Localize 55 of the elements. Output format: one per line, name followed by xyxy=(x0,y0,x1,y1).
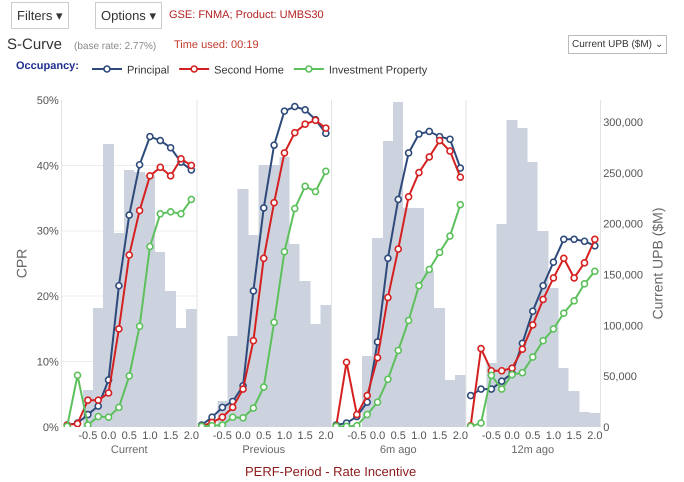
x-tick-label: 1.5 xyxy=(162,430,178,442)
x-tick-label: 1.0 xyxy=(546,430,562,442)
text: Options ▾ xyxy=(101,8,156,23)
x-tick-label: 1.5 xyxy=(432,430,448,442)
x-tick-label: 0.5 xyxy=(122,430,137,442)
y-tick-label: 40% xyxy=(36,160,60,172)
y2-axis-title: Current UPB ($M) xyxy=(649,207,666,320)
x-tick-label: 1.5 xyxy=(566,430,582,442)
x-tick-label: 0.0 xyxy=(370,430,386,442)
x-axis-title: 6m ago xyxy=(380,444,417,456)
y-tick-label: 30% xyxy=(36,226,60,238)
x-tick-label: 0.0 xyxy=(100,430,116,442)
y-tick-label: 10% xyxy=(36,356,60,368)
x-tick-label: 2.0 xyxy=(587,430,602,442)
x-tick-label: 0.5 xyxy=(390,430,406,442)
y-tick-label: 20% xyxy=(36,291,60,304)
x-tick-label: -0.5 xyxy=(482,430,501,442)
legend-label: Principal xyxy=(126,64,170,76)
x-axis-title: Previous xyxy=(242,444,286,456)
x-tick-label: -0.5 xyxy=(78,430,98,442)
text: PERF-Period - Rate Incentive xyxy=(245,464,416,479)
chart-subtitle: (base rate: 2.77%) xyxy=(74,41,156,52)
chart-title: S-Curve xyxy=(7,36,62,53)
x-tick-label: -0.5 xyxy=(212,430,232,442)
x-tick-label: 2.0 xyxy=(184,430,199,442)
x-tick-label: 0.0 xyxy=(504,430,520,442)
y2-tick-label: 150,000 xyxy=(603,270,643,282)
x-tick-label: 0.5 xyxy=(525,430,540,442)
y2-tick-label: 250,000 xyxy=(603,168,643,180)
y-tick-label: 0% xyxy=(42,422,60,434)
y-tick-label: 50% xyxy=(36,94,60,107)
x-tick-label: 2.0 xyxy=(452,430,468,442)
x-tick-label: 1.5 xyxy=(297,430,313,442)
y2-tick-label: 300,000 xyxy=(603,117,643,130)
y2-tick-label: 0 xyxy=(603,422,610,434)
x-axis-title: 12m ago xyxy=(511,444,554,456)
y2-tick-label: 50,000 xyxy=(603,371,637,384)
text: Current UPB ($M) ⌄ xyxy=(572,39,663,50)
x-tick-label: 0.0 xyxy=(235,430,251,442)
x-tick-label: 1.0 xyxy=(276,430,292,442)
x-axis-title: Current xyxy=(110,444,148,456)
x-tick-label: 0.5 xyxy=(256,430,272,442)
text: GSE: FNMA; Product: UMBS30 xyxy=(169,9,324,21)
legend-label: Investment Property xyxy=(328,64,428,76)
legend-title: Occupancy: xyxy=(16,60,79,72)
text: Filters ▾ xyxy=(17,8,63,23)
legend-label: Second Home xyxy=(214,64,284,76)
x-tick-label: 1.0 xyxy=(411,430,427,442)
x-tick-label: 1.0 xyxy=(142,430,158,442)
x-tick-label: -0.5 xyxy=(347,430,366,442)
y2-tick-label: 100,000 xyxy=(603,320,643,332)
x-tick-label: 2.0 xyxy=(318,430,334,442)
text: Time used: 00:19 xyxy=(174,39,259,51)
y-axis-title: CPR xyxy=(13,248,30,278)
y2-tick-label: 200,000 xyxy=(603,218,643,231)
